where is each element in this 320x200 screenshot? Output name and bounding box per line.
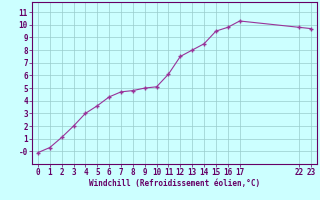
X-axis label: Windchill (Refroidissement éolien,°C): Windchill (Refroidissement éolien,°C) — [89, 179, 260, 188]
